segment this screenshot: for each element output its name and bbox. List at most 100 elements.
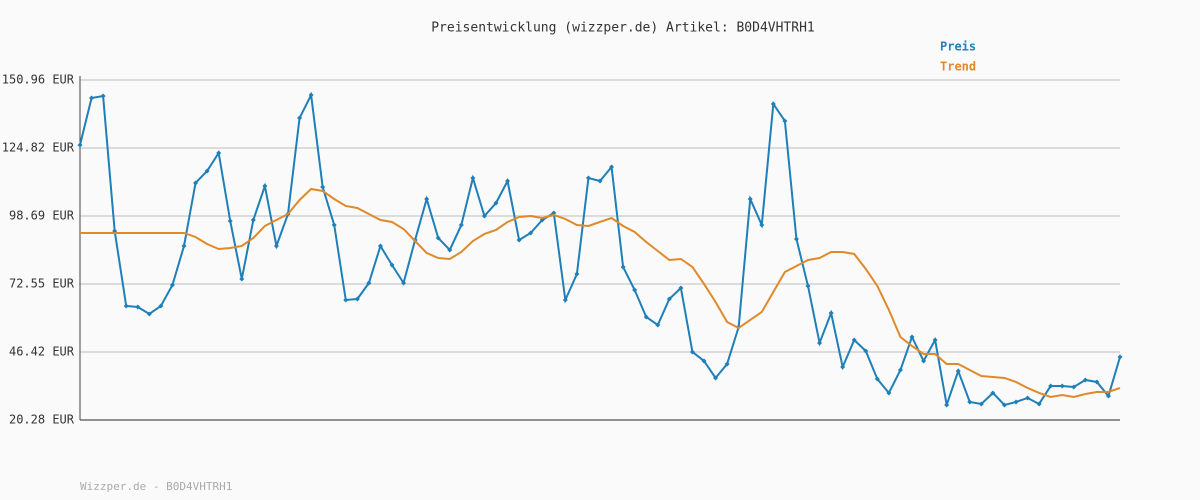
point: [909, 334, 915, 340]
point: [724, 361, 730, 367]
point: [886, 390, 892, 396]
point: [262, 183, 268, 189]
point: [331, 222, 337, 228]
point: [366, 280, 372, 286]
point: [516, 237, 522, 243]
y-tick-label: 150.96 EUR: [2, 73, 75, 87]
point: [632, 287, 638, 293]
point: [897, 367, 903, 373]
point: [354, 296, 360, 302]
point: [620, 264, 626, 270]
point: [458, 222, 464, 228]
point: [967, 399, 973, 405]
point: [169, 282, 175, 288]
point: [1082, 377, 1088, 383]
series-line: [80, 187, 1121, 398]
point: [874, 376, 880, 382]
point: [146, 311, 152, 317]
point: [921, 358, 927, 364]
point: [297, 115, 303, 121]
point: [435, 235, 441, 241]
point: [643, 314, 649, 320]
point: [77, 142, 83, 148]
point: [493, 200, 499, 206]
point: [609, 164, 615, 170]
point: [713, 375, 719, 381]
point: [1001, 402, 1007, 408]
point: [585, 175, 591, 181]
point: [1013, 399, 1019, 405]
point: [227, 218, 233, 224]
y-tick-label: 72.55 EUR: [9, 277, 75, 291]
point: [1094, 379, 1100, 385]
point: [193, 180, 199, 186]
point: [123, 303, 129, 309]
point: [955, 368, 961, 374]
point: [932, 337, 938, 343]
point: [1105, 393, 1111, 399]
footer: Wizzper.de - B0D4VHTRH1: [80, 480, 232, 493]
chart-title: Preisentwicklung (wizzper.de) Artikel: B…: [431, 21, 815, 36]
point: [308, 92, 314, 98]
point: [574, 271, 580, 277]
point: [401, 280, 407, 286]
point: [505, 178, 511, 184]
point: [1071, 384, 1077, 390]
y-tick-label: 98.69 EUR: [9, 208, 75, 222]
y-tick-label: 124.82 EUR: [2, 141, 75, 155]
point: [100, 93, 106, 99]
point: [805, 283, 811, 289]
point: [528, 230, 534, 236]
point: [470, 175, 476, 181]
point: [747, 196, 753, 202]
point: [1048, 383, 1054, 389]
point: [770, 101, 776, 107]
point: [181, 243, 187, 249]
point: [551, 210, 557, 216]
point: [840, 364, 846, 370]
point: [1025, 395, 1031, 401]
point: [562, 297, 568, 303]
point: [1059, 383, 1065, 389]
point: [89, 95, 95, 101]
point: [817, 340, 823, 346]
point: [978, 401, 984, 407]
point: [343, 297, 349, 303]
point: [1117, 354, 1123, 360]
point: [389, 262, 395, 268]
y-tick-label: 20.28 EUR: [9, 413, 75, 427]
y-tick-label: 46.42 EUR: [9, 344, 75, 358]
point: [1036, 401, 1042, 407]
point: [216, 150, 222, 156]
legend-entry: Preis: [940, 40, 976, 54]
point: [701, 358, 707, 364]
point: [273, 243, 279, 249]
point: [678, 285, 684, 291]
point: [851, 337, 857, 343]
point: [447, 247, 453, 253]
point: [204, 168, 210, 174]
point: [863, 348, 869, 354]
point: [990, 390, 996, 396]
point: [666, 296, 672, 302]
point: [597, 178, 603, 184]
point: [320, 184, 326, 190]
point: [793, 236, 799, 242]
legend-entry: Trend: [940, 60, 976, 74]
point: [424, 196, 430, 202]
point: [158, 303, 164, 309]
point: [944, 402, 950, 408]
point: [250, 217, 256, 223]
point: [377, 243, 383, 249]
point: [689, 349, 695, 355]
point: [828, 310, 834, 316]
point: [481, 213, 487, 219]
point: [135, 304, 141, 310]
series-line: [79, 91, 1121, 407]
point: [782, 118, 788, 124]
point: [655, 322, 661, 328]
point: [239, 276, 245, 282]
point: [759, 222, 765, 228]
